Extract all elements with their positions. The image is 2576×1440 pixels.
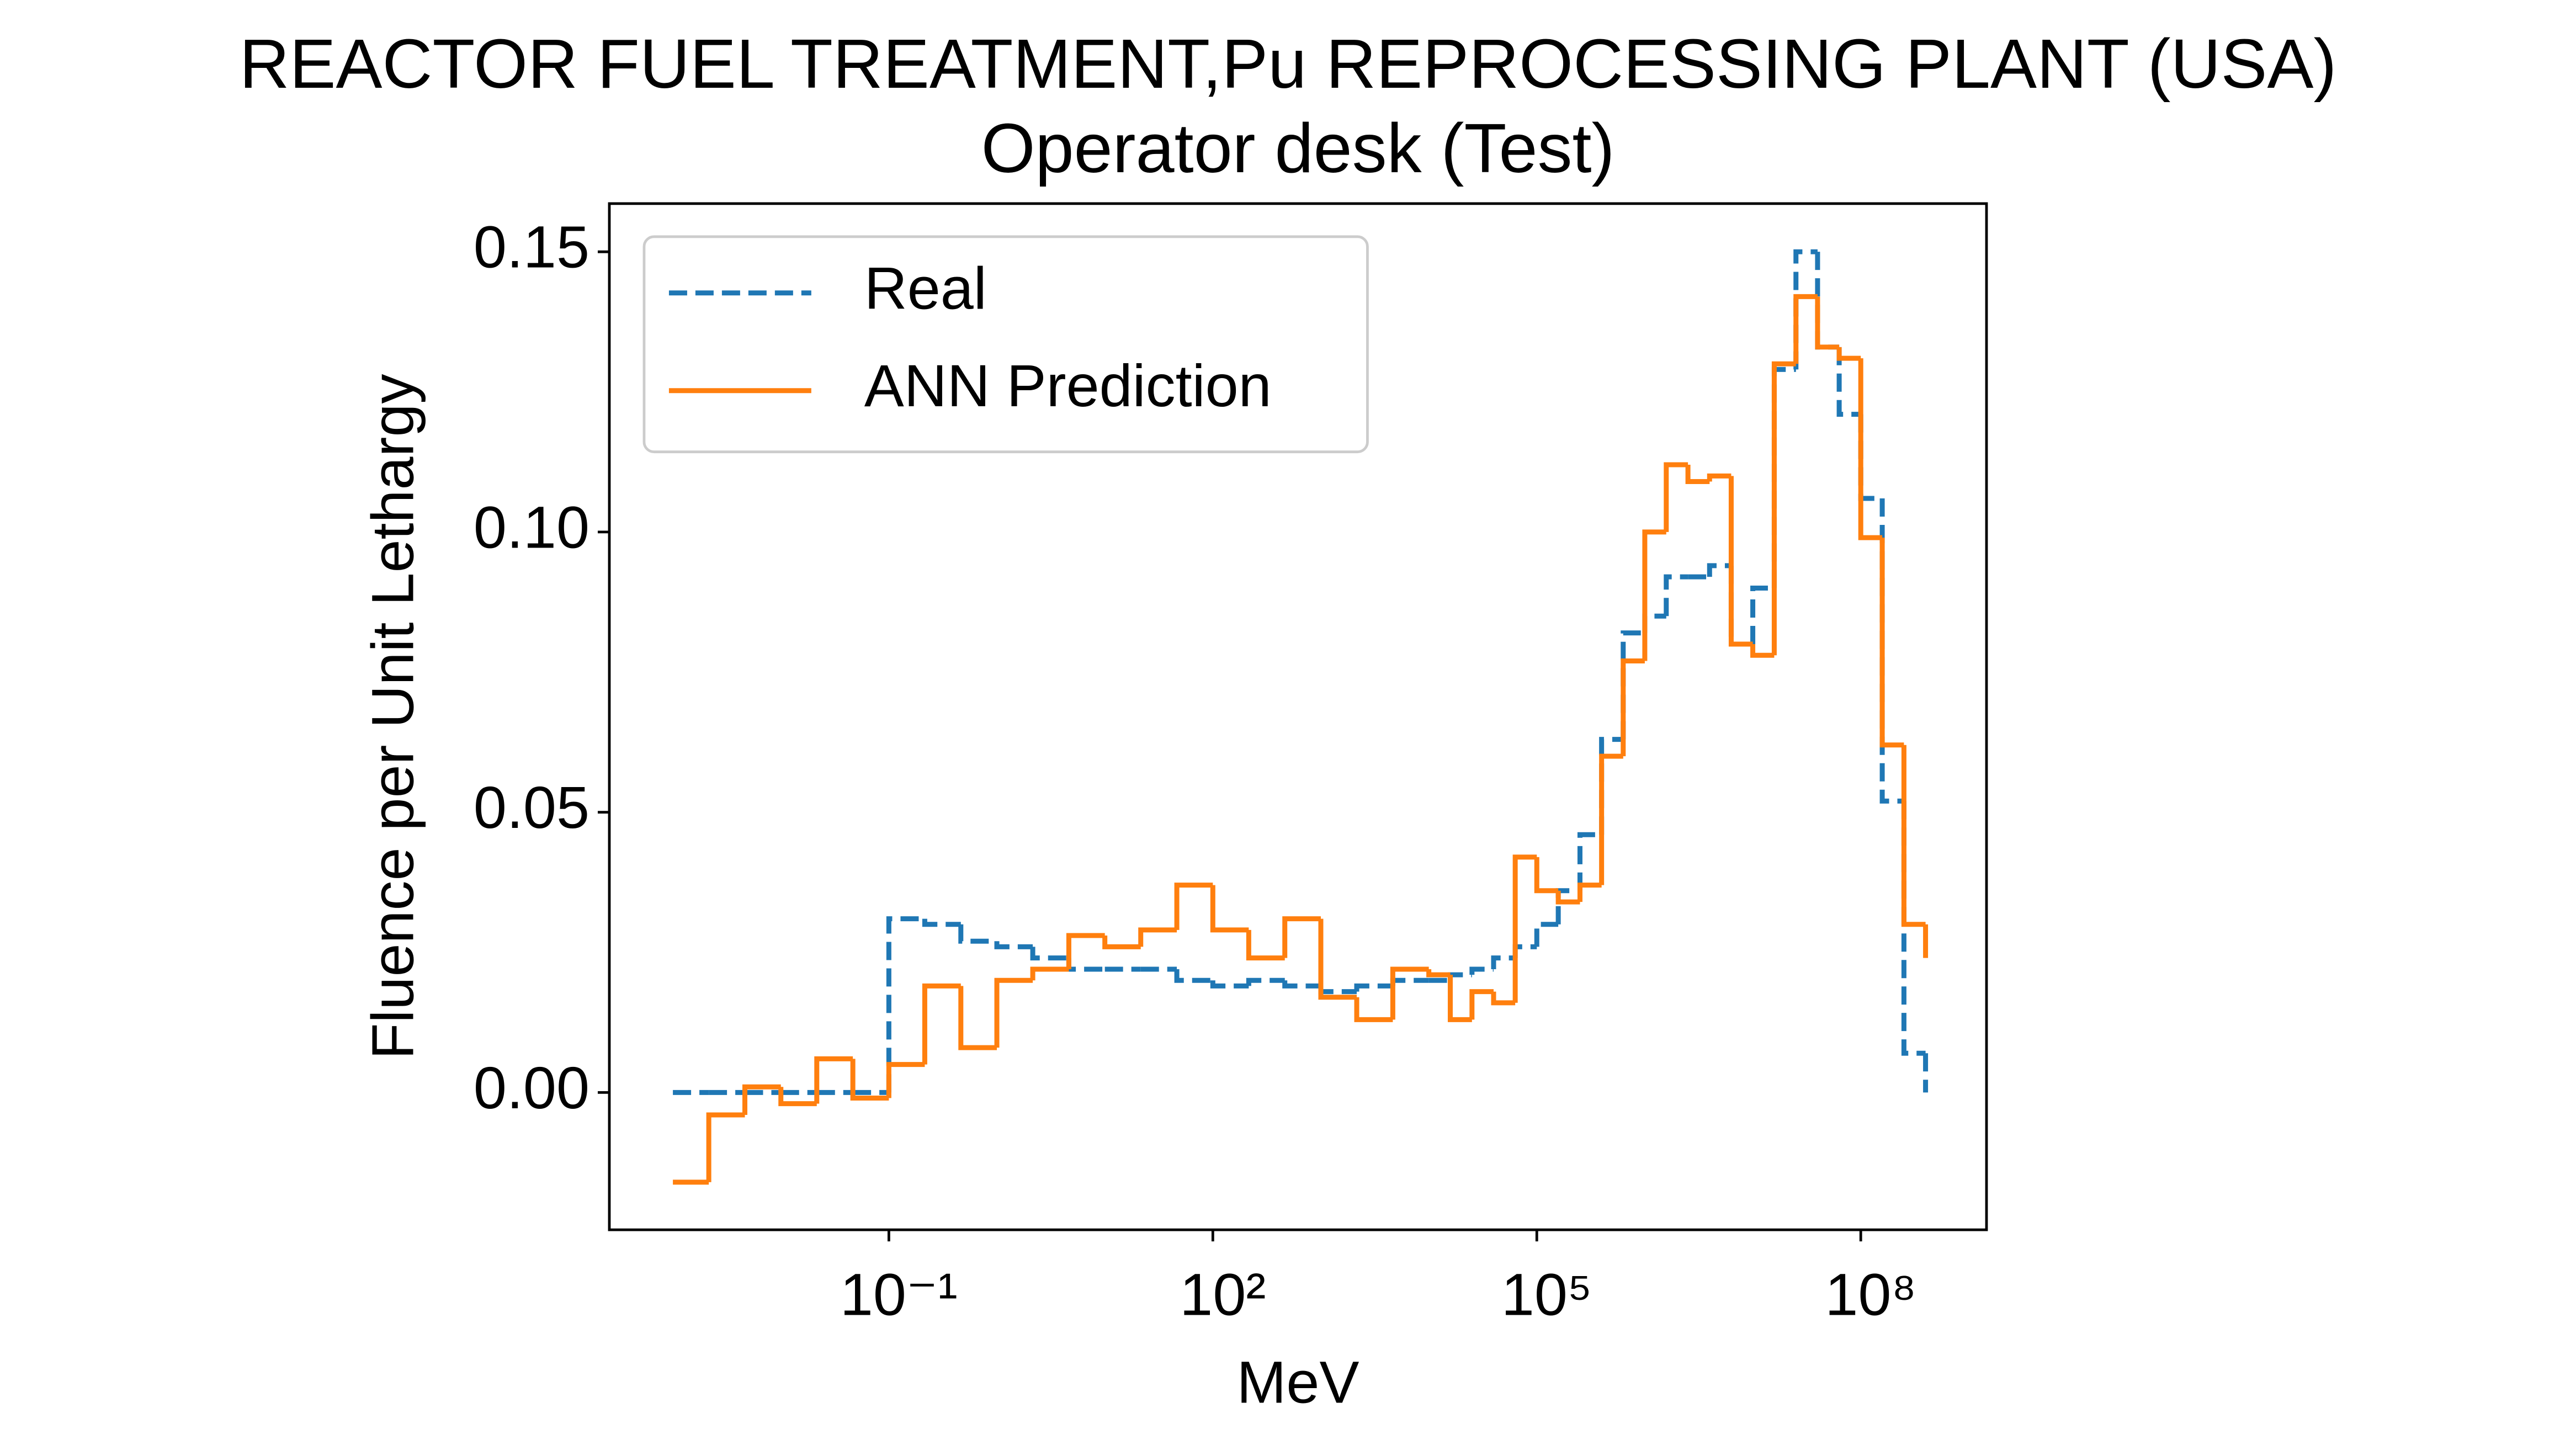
step-segment	[1426, 969, 1451, 977]
step-segment	[886, 916, 925, 1093]
series-line	[673, 294, 1929, 1185]
step-segment	[1685, 465, 1710, 485]
step-segment	[1879, 538, 1904, 748]
step-segment	[1282, 980, 1321, 989]
step-segment	[1707, 563, 1732, 577]
legend: Real ANN Prediction	[642, 235, 1369, 454]
step-segment	[1750, 585, 1775, 645]
step-segment	[1447, 975, 1472, 1022]
step-segment	[778, 1087, 817, 1107]
step-segment	[886, 1062, 925, 1098]
step-segment	[1138, 927, 1177, 947]
step-segment	[1246, 977, 1285, 986]
y-tick-label: 0.10	[474, 493, 589, 560]
step-segment	[922, 918, 961, 927]
step-segment	[814, 1056, 853, 1104]
step-segment	[1901, 745, 1926, 927]
step-segment	[922, 983, 961, 1065]
step-segment	[1836, 347, 1861, 361]
step-segment	[1390, 966, 1429, 1020]
step-segment	[1879, 498, 1904, 804]
step-segment	[1642, 529, 1666, 661]
y-tick-label: 0.00	[474, 1054, 589, 1121]
step-segment	[742, 1084, 781, 1115]
step-segment	[1210, 980, 1249, 989]
step-segment	[1534, 857, 1559, 894]
y-axis-label: Fluence per Unit Lethargy	[359, 374, 426, 1059]
x-tick-label: 10²	[1180, 1261, 1266, 1328]
step-segment	[994, 941, 1033, 949]
step-segment	[1491, 991, 1516, 1006]
step-segment	[1836, 347, 1861, 417]
chart-subtitle: Operator desk (Test)	[981, 109, 1615, 187]
step-segment	[1664, 574, 1688, 617]
x-tick-label: 10⁸	[1825, 1261, 1916, 1328]
step-segment	[706, 1112, 745, 1182]
step-segment	[1815, 296, 1840, 350]
step-segment	[1577, 832, 1602, 891]
step-segment	[1664, 462, 1688, 532]
step-segment	[850, 1059, 889, 1101]
step-segment	[1066, 933, 1105, 969]
legend-label: Real	[864, 254, 987, 321]
step-segment	[1771, 361, 1796, 656]
chart-title: REACTOR FUEL TREATMENT,Pu REPROCESSING P…	[240, 25, 2337, 103]
step-segment	[1030, 947, 1069, 961]
legend-label: ANN Prediction	[864, 352, 1272, 419]
step-segment	[1354, 983, 1393, 992]
step-segment	[1858, 358, 1883, 540]
x-tick-label: 10⁻¹	[840, 1261, 958, 1328]
step-segment	[1102, 936, 1141, 949]
step-segment	[1577, 883, 1602, 902]
step-segment	[1750, 644, 1775, 658]
step-segment	[1555, 890, 1580, 905]
step-segment	[1599, 753, 1623, 885]
step-segment	[1210, 885, 1249, 933]
step-segment	[1246, 929, 1285, 961]
x-tick-label: 10⁵	[1501, 1261, 1592, 1328]
y-tick-label: 0.15	[474, 214, 589, 280]
y-tick-label: 0.05	[474, 774, 589, 841]
legend-box	[642, 235, 1369, 454]
step-segment	[1469, 966, 1494, 975]
step-segment	[1030, 966, 1069, 981]
step-segment	[1621, 658, 1645, 757]
step-segment	[1707, 473, 1732, 482]
step-segment	[1354, 997, 1393, 1022]
step-segment	[994, 977, 1033, 1048]
x-axis-label: MeV	[1237, 1349, 1359, 1416]
step-segment	[1728, 476, 1753, 647]
step-segment	[1534, 922, 1559, 947]
step-segment	[1469, 989, 1494, 1020]
step-segment	[1318, 918, 1357, 1000]
step-segment	[1793, 294, 1818, 364]
step-segment	[958, 924, 997, 944]
step-segment	[1512, 854, 1537, 1003]
step-segment	[1491, 955, 1516, 969]
plot-frame	[608, 202, 1988, 1231]
step-segment	[1174, 969, 1213, 983]
step-segment	[1282, 916, 1321, 958]
step-segment	[1174, 883, 1213, 930]
step-segment	[958, 986, 997, 1050]
